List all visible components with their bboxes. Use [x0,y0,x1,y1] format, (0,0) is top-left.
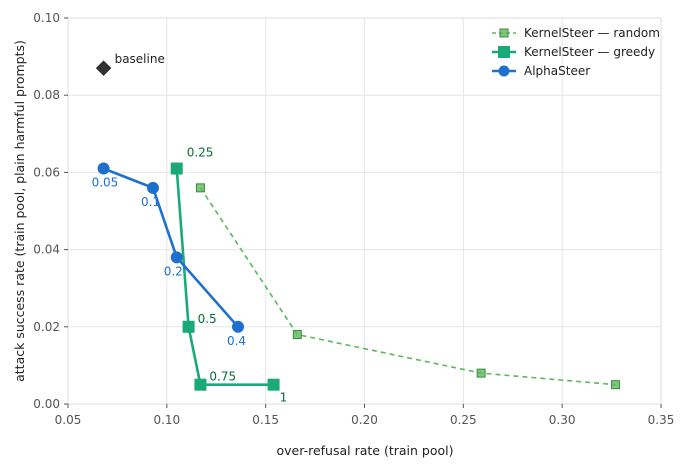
x-axis-title: over-refusal rate (train pool) [277,443,454,458]
series-2-point-label: 0.2 [164,264,183,278]
legend-marker-0 [499,28,509,38]
series-2-marker [97,162,110,175]
x-tick-label: 0.05 [55,413,82,427]
legend-label-0: KernelSteer — random [524,26,660,40]
series-2-point-label: 0.05 [92,176,119,190]
series-layer [95,60,621,391]
axes: 0.05 0.10 0.15 0.20 0.25 0.30 0.35 0.00 0.02 0.04… [33,11,674,427]
y-tick-label: 0.06 [33,165,60,179]
x-tick-label: 0.10 [153,413,180,427]
y-tick-label: 0.02 [33,320,60,334]
series-1-marker [170,162,183,175]
series-2-marker [170,251,183,264]
series-1-line [175,168,274,387]
series-0-marker [292,330,302,340]
x-tick-label: 0.15 [252,413,279,427]
x-tick-label: 0.25 [450,413,477,427]
series-0-marker [611,380,621,390]
series-1-marker [182,320,195,333]
legend-marker-1 [498,46,510,58]
y-tick-label: 0.10 [33,11,60,25]
y-tick-label: 0.00 [33,397,60,411]
legend-marker-2 [498,65,510,77]
series-1-marker [267,378,280,391]
series-2-marker [146,181,159,194]
series-2-line [103,167,239,328]
series-2-point-label: 0.1 [141,195,160,209]
series-1-point-label: 0.75 [209,370,236,384]
x-tick-label: 0.30 [549,413,576,427]
series-1-point-label: 0.25 [187,146,214,160]
legend: KernelSteer — random KernelSteer — greedy… [492,26,660,78]
series-2-point-label: 0.4 [227,334,246,348]
x-tick-label: 0.35 [648,413,675,427]
series-1-marker [194,378,207,391]
legend-label-2: AlphaSteer [524,64,590,78]
series-0-marker [476,368,486,378]
x-tick-label: 0.20 [351,413,378,427]
legend-label-1: KernelSteer — greedy [524,45,655,59]
series-0-line [199,187,616,386]
y-axis-title: attack success rate (train pool, plain h… [12,40,27,382]
baseline-label: baseline [115,52,165,66]
series-0-marker [195,183,205,193]
baseline-marker [95,60,112,76]
series-2-marker [231,320,244,333]
y-tick-label: 0.04 [33,243,60,257]
series-1-point-label: 1 [280,391,288,405]
point-labels: 0.25 0.5 0.75 1 0.05 0.1 0.2 0.4 baseline [92,52,288,405]
series-1-point-label: 0.5 [198,312,217,326]
y-tick-label: 0.08 [33,88,60,102]
